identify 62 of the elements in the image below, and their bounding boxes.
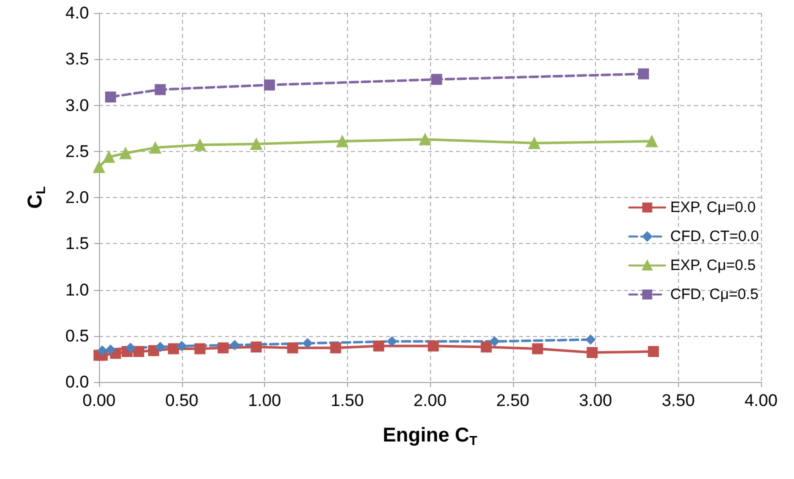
point — [102, 150, 115, 163]
y-tick-label: 1.5 — [65, 234, 89, 254]
point — [168, 343, 179, 354]
x-tick-label: 2.50 — [496, 391, 530, 410]
x-tick-label: 1.00 — [248, 391, 282, 410]
point — [218, 342, 229, 354]
x-tick-label: 0.50 — [165, 391, 198, 410]
point — [176, 341, 187, 352]
legend-label: EXP, Cμ=0.0 — [670, 199, 756, 216]
point — [119, 147, 132, 160]
y-tick-label: 4.0 — [65, 4, 89, 22]
point — [330, 342, 342, 354]
point — [419, 133, 432, 146]
point — [528, 137, 540, 150]
x-tick-label: 4.00 — [744, 391, 778, 410]
point — [133, 346, 144, 358]
point — [154, 84, 166, 96]
y-tick-label: 0.0 — [65, 372, 89, 392]
point — [250, 138, 262, 150]
point — [431, 74, 442, 85]
point — [97, 346, 108, 356]
point — [638, 68, 649, 80]
y-tick-label: 1.0 — [65, 280, 89, 300]
point — [336, 135, 348, 148]
point — [264, 79, 275, 90]
point — [586, 346, 598, 358]
point — [155, 342, 166, 352]
y-tick-label: 2.0 — [65, 188, 89, 207]
point — [149, 142, 162, 154]
point — [302, 338, 313, 348]
point — [250, 341, 262, 352]
point — [386, 336, 397, 346]
point — [532, 343, 544, 354]
point — [125, 342, 136, 353]
x-tick-label: 3.00 — [578, 391, 612, 410]
legend-label: EXP, Cμ=0.5 — [670, 257, 756, 274]
point — [480, 341, 492, 352]
x-tick-label: 2.00 — [413, 391, 447, 410]
legend-label: CFD, CT=0.0 — [670, 228, 760, 245]
y-tick-label: 3.0 — [65, 96, 89, 115]
y-tick-label: 3.5 — [65, 50, 89, 69]
point — [93, 161, 105, 174]
y-tick-label: 0.5 — [65, 326, 89, 346]
point — [105, 91, 116, 102]
point — [646, 135, 658, 148]
y-tick-label: 2.5 — [65, 142, 89, 161]
legend-label: CFD, Cμ=0.5 — [670, 286, 758, 303]
point — [230, 340, 240, 350]
x-tick-label: 3.50 — [662, 391, 695, 410]
point — [148, 345, 160, 356]
point — [106, 344, 116, 355]
point — [586, 334, 596, 345]
point — [490, 336, 500, 346]
x-tick-label: 0.00 — [82, 391, 116, 410]
point — [373, 340, 384, 352]
point — [194, 138, 206, 151]
y-axis-title: CL — [24, 186, 48, 209]
x-tick-label: 1.50 — [330, 391, 364, 410]
point — [287, 342, 298, 354]
point — [428, 340, 439, 352]
point — [648, 346, 659, 358]
point — [194, 343, 206, 354]
